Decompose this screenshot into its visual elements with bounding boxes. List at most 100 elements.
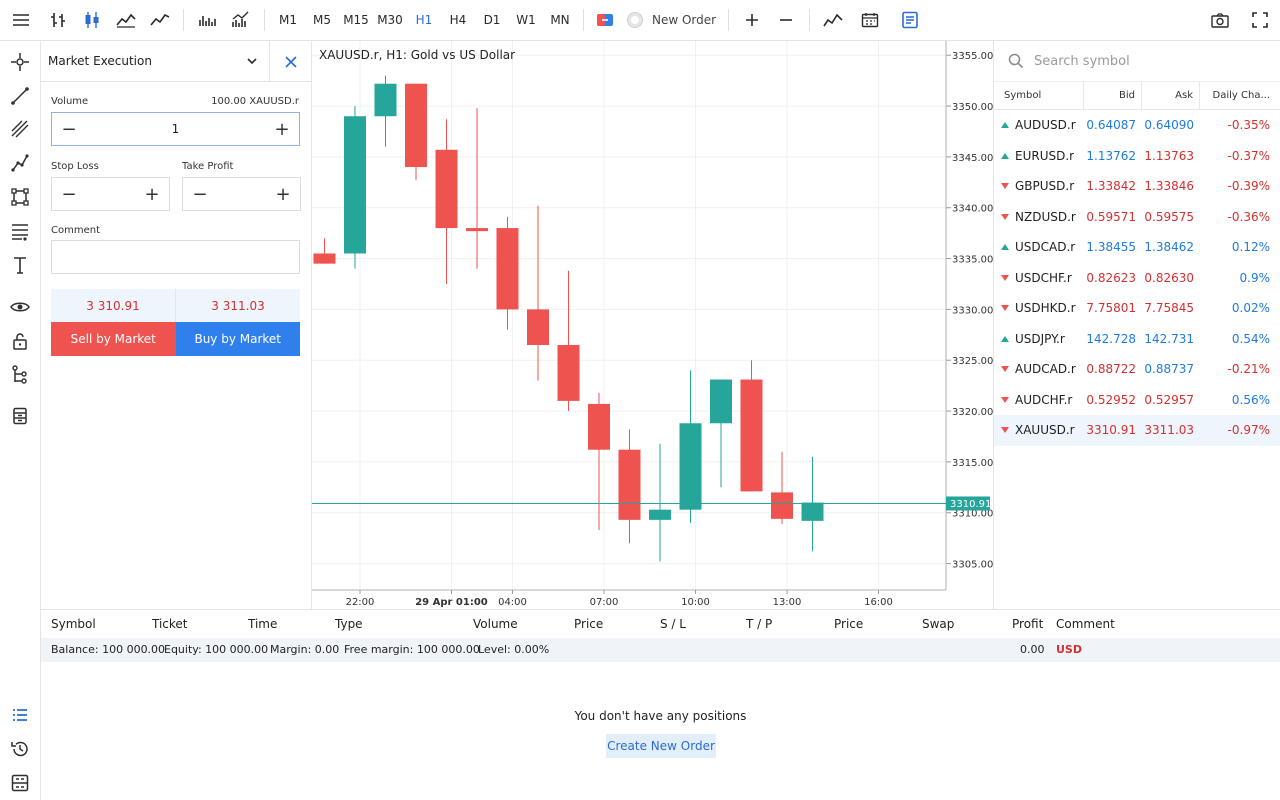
calendar-icon[interactable] xyxy=(850,0,890,41)
volume-decrease-button[interactable]: − xyxy=(61,118,77,140)
symbol-row[interactable]: XAUUSD.r 3310.91 3311.03 -0.97% xyxy=(994,415,1280,446)
col-ticket[interactable]: Ticket xyxy=(152,617,188,631)
price-chart[interactable]: 3355.00 3350.00 3345.00 3340.00 3335.00 3330.… xyxy=(312,41,993,609)
symbol-row[interactable]: AUDCHF.r 0.52952 0.52957 0.56% xyxy=(994,385,1280,416)
volume-indicator-icon[interactable] xyxy=(190,0,224,41)
col-ask[interactable]: Ask xyxy=(1142,81,1200,110)
daily-change: -0.37% xyxy=(1227,148,1270,163)
candlestick-chart-icon[interactable] xyxy=(75,0,109,41)
symbol-row[interactable]: AUDCAD.r 0.88722 0.88737 -0.21% xyxy=(994,354,1280,385)
buy-by-market-button[interactable]: Buy by Market xyxy=(175,322,300,356)
timeframe-m15[interactable]: M15 xyxy=(343,13,369,27)
symbol-row[interactable]: USDHKD.r 7.75801 7.75845 0.02% xyxy=(994,293,1280,324)
col-bid[interactable]: Bid xyxy=(1084,81,1142,110)
execution-type-select[interactable]: Market Execution xyxy=(48,54,152,68)
y-tick-label: 3340.00 xyxy=(952,204,993,215)
create-new-order-button[interactable]: Create New Order xyxy=(606,734,716,758)
col-current-price[interactable]: Price xyxy=(834,617,864,631)
timeframe-m1[interactable]: M1 xyxy=(279,13,297,27)
candle-bearish xyxy=(557,344,580,401)
fibonacci-icon[interactable] xyxy=(8,219,32,243)
crosshair-icon[interactable] xyxy=(8,50,32,74)
fullscreen-icon[interactable] xyxy=(1240,0,1280,41)
volume-increase-button[interactable]: + xyxy=(274,118,290,140)
search-input[interactable]: Search symbol xyxy=(1034,53,1130,69)
stop-loss-stepper[interactable]: − + xyxy=(51,177,170,211)
lock-icon[interactable] xyxy=(8,329,32,353)
line-chart-icon[interactable] xyxy=(143,0,177,41)
indicator-add-icon[interactable] xyxy=(816,0,850,41)
col-stop-loss[interactable]: S / L xyxy=(660,617,686,631)
col-price[interactable]: Price xyxy=(574,617,604,631)
col-symbol[interactable]: Symbol xyxy=(51,617,96,631)
timeframe-h1[interactable]: H1 xyxy=(415,13,433,27)
ask-price: 0.59575 xyxy=(1144,209,1194,224)
stop-loss-increase-button[interactable]: + xyxy=(144,183,160,205)
symbol-row[interactable]: AUDUSD.r 0.64087 0.64090 -0.35% xyxy=(994,110,1280,141)
stop-loss-decrease-button[interactable]: − xyxy=(61,183,77,205)
new-order-button[interactable]: New Order xyxy=(620,11,722,29)
symbol-row[interactable]: NZDUSD.r 0.59571 0.59575 -0.36% xyxy=(994,202,1280,233)
menu-icon[interactable] xyxy=(0,0,41,41)
timeframe-m30[interactable]: M30 xyxy=(377,13,403,27)
col-time[interactable]: Time xyxy=(248,617,278,631)
comment-input[interactable] xyxy=(51,240,300,274)
history-icon[interactable] xyxy=(8,737,32,761)
templates-icon[interactable] xyxy=(8,404,32,428)
screenshot-icon[interactable] xyxy=(1200,0,1240,41)
candlestick-chart[interactable]: 3355.00 3350.00 3345.00 3340.00 3335.00 3330.… xyxy=(312,41,993,609)
visibility-eye-icon[interactable] xyxy=(8,295,32,319)
timeframe-mn[interactable]: MN xyxy=(550,13,570,27)
shapes-icon[interactable] xyxy=(8,185,32,209)
toolbar-divider xyxy=(583,9,584,31)
timeframe-h4[interactable]: H4 xyxy=(449,13,467,27)
col-swap[interactable]: Swap xyxy=(922,617,955,631)
trade-list-icon[interactable] xyxy=(8,703,32,727)
journal-icon[interactable] xyxy=(8,771,32,795)
symbol-cell: USDHKD.r xyxy=(994,301,1084,315)
symbol-row[interactable]: USDCAD.r 1.38455 1.38462 0.12% xyxy=(994,232,1280,263)
take-profit-stepper[interactable]: − + xyxy=(182,177,301,211)
symbol-row[interactable]: EURUSD.r 1.13762 1.13763 -0.37% xyxy=(994,141,1280,172)
volume-stepper[interactable]: − 1 + xyxy=(51,112,300,146)
arrow-up-icon xyxy=(1001,152,1009,159)
close-icon[interactable] xyxy=(269,41,312,82)
x-tick-label: 04:00 xyxy=(498,597,527,608)
col-symbol[interactable]: Symbol xyxy=(994,81,1084,110)
sell-by-market-button[interactable]: Sell by Market xyxy=(51,322,176,356)
trade-panel-icon[interactable] xyxy=(890,0,930,41)
zoom-out-icon[interactable] xyxy=(769,0,803,41)
timeframe-w1[interactable]: W1 xyxy=(516,13,536,27)
indicators-icon[interactable] xyxy=(224,0,258,41)
new-order-icon xyxy=(627,12,643,28)
polyline-icon[interactable] xyxy=(8,151,32,175)
symbol-search[interactable]: Search symbol xyxy=(994,41,1280,82)
volume-input[interactable]: 1 xyxy=(171,122,180,136)
timeframe-d1[interactable]: D1 xyxy=(483,13,501,27)
sell-price: 3 310.91 xyxy=(51,289,176,322)
daily-change: -0.36% xyxy=(1227,209,1270,224)
take-profit-increase-button[interactable]: + xyxy=(275,183,291,205)
col-type[interactable]: Type xyxy=(335,617,363,631)
col-take-profit[interactable]: T / P xyxy=(746,617,773,631)
timeframe-m5[interactable]: M5 xyxy=(313,13,331,27)
symbol-row[interactable]: USDJPY.r 142.728 142.731 0.54% xyxy=(994,324,1280,355)
trend-line-icon[interactable] xyxy=(8,84,32,108)
channel-icon[interactable] xyxy=(8,117,32,141)
candle-bullish xyxy=(679,423,702,510)
zoom-in-icon[interactable] xyxy=(735,0,769,41)
symbol-row[interactable]: GBPUSD.r 1.33842 1.33846 -0.39% xyxy=(994,171,1280,202)
bar-chart-icon[interactable] xyxy=(41,0,75,41)
col-comment[interactable]: Comment xyxy=(1056,617,1115,631)
area-chart-icon[interactable] xyxy=(109,0,143,41)
chevron-down-icon[interactable] xyxy=(245,54,259,71)
object-tree-icon[interactable] xyxy=(8,363,32,387)
symbol-row[interactable]: USDCHF.r 0.82623 0.82630 0.9% xyxy=(994,263,1280,294)
col-daily-change[interactable]: Daily Cha... xyxy=(1212,90,1270,101)
symbol-table-header: Symbol Bid Ask Daily Cha... xyxy=(994,81,1280,110)
text-tool-icon[interactable] xyxy=(8,253,32,277)
take-profit-decrease-button[interactable]: − xyxy=(192,183,208,205)
col-volume[interactable]: Volume xyxy=(473,617,518,631)
col-profit[interactable]: Profit xyxy=(1012,617,1044,631)
one-click-trading-icon[interactable] xyxy=(590,0,620,41)
